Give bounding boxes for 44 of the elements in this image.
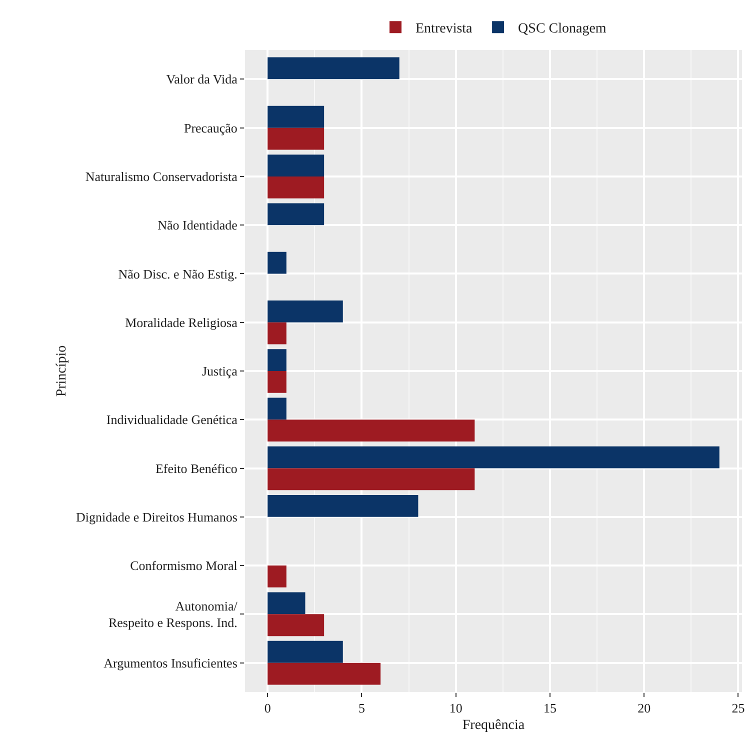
bar [268,300,343,322]
bar [268,203,324,226]
bar [268,154,324,176]
y-tick-label: Não Disc. e Não Estig. [118,266,238,282]
bar [268,420,475,442]
bar [268,106,324,128]
bar [268,349,286,371]
bar [268,371,286,393]
x-axis-title: Frequência [462,718,526,733]
bar [268,252,286,274]
y-tick-label: Argumentos Insuficientes [104,655,238,670]
bar [268,566,286,588]
x-tick-label: 0 [264,700,271,716]
x-tick-label: 15 [543,700,556,716]
y-tick-label: Valor da Vida [166,72,238,87]
y-tick-label: Não Identidade [158,218,238,233]
bar [268,640,343,663]
y-tick-label: Individualidade Genética [106,412,238,428]
bar [268,592,306,614]
bar [268,446,720,468]
bar [268,614,324,636]
bar [268,495,418,517]
y-tick-label: Efeito Benéfico [155,460,238,476]
y-tick-label: Precaução [184,120,238,136]
y-axis-title: Princípio [54,345,70,397]
y-tick-label: Autonomia/ Respeito e Respons. Ind. [108,598,238,630]
bar [268,398,286,420]
bar [268,128,324,150]
y-tick-label: Dignidade e Direitos Humanos [76,509,238,524]
legend-label: Entrevista [416,22,474,37]
bar [268,57,400,80]
x-tick-label: 20 [638,700,651,716]
y-tick-label: Justiça [202,364,238,379]
y-tick-label: Naturalismo Conservadorista [85,169,238,184]
x-tick-label: 5 [358,700,365,716]
x-tick-label: 10 [449,700,462,716]
legend-label: QSC Clonagem [518,22,606,37]
x-tick-label: 25 [732,700,745,716]
bar [268,468,475,490]
bar [268,176,324,198]
bar [268,662,381,685]
bar [268,322,286,344]
y-tick-label: Conformismo Moral [130,558,238,574]
y-tick-label: Moralidade Religiosa [125,314,238,330]
